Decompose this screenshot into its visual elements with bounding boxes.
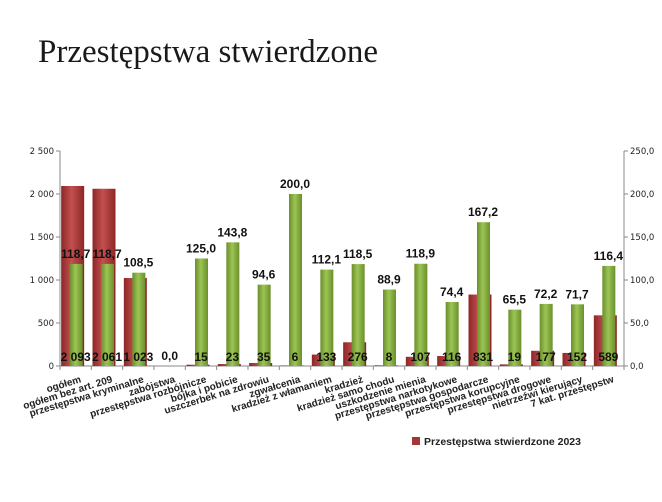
y-right-tick-label: 0,0 xyxy=(630,362,644,372)
page-title: Przestępstwa stwierdzone xyxy=(38,34,378,70)
bar-ratio xyxy=(351,264,365,366)
bar-ratio xyxy=(571,304,584,366)
bar-ratio xyxy=(101,263,114,366)
count-data-label: 2 061 xyxy=(92,350,122,364)
ratio-data-label: 72,2 xyxy=(534,287,558,301)
y-right-tick-label: 250,0 xyxy=(630,147,654,157)
count-data-label: 19 xyxy=(508,350,522,364)
ratio-data-label: 118,7 xyxy=(92,247,122,261)
y-right-tick-label: 150,0 xyxy=(630,233,654,243)
count-data-label: 1 023 xyxy=(123,350,153,364)
bar-ratio xyxy=(539,303,553,366)
ratio-data-label: 65,5 xyxy=(503,293,527,307)
bar-ratio xyxy=(445,302,459,366)
y-left-tick-label: 1 500 xyxy=(30,233,54,243)
bar-ratio xyxy=(257,284,271,366)
count-data-label: 15 xyxy=(194,350,208,364)
bar-ratio xyxy=(602,265,616,366)
count-data-label: 831 xyxy=(473,350,493,364)
bar-ratio xyxy=(69,263,83,366)
legend-swatch xyxy=(412,437,420,445)
y-left-tick-label: 500 xyxy=(38,319,54,329)
y-right-tick-label: 100,0 xyxy=(630,276,654,286)
count-data-label: 35 xyxy=(257,350,271,364)
ratio-data-label: 116,4 xyxy=(594,249,624,263)
count-data-label: 133 xyxy=(316,350,336,364)
count-data-label: 2 093 xyxy=(61,350,91,364)
y-left-tick-label: 1 000 xyxy=(30,276,54,286)
bar-ratio xyxy=(508,309,522,366)
count-data-label: 177 xyxy=(536,350,556,364)
ratio-data-label: 200,0 xyxy=(280,177,310,191)
count-data-label: 6 xyxy=(292,350,299,364)
bar-ratio xyxy=(477,222,490,366)
bar-ratio xyxy=(414,263,428,366)
y-right-tick-label: 50,0 xyxy=(630,319,649,329)
ratio-data-label: 112,1 xyxy=(312,253,342,267)
bar-ratio xyxy=(383,289,396,366)
y-left-tick-label: 2 000 xyxy=(30,190,54,200)
ratio-data-label: 167,2 xyxy=(468,205,498,219)
ratio-data-label: 143,8 xyxy=(217,225,247,239)
y-left-tick-label: 2 500 xyxy=(30,147,54,157)
bar-ratio xyxy=(195,258,208,366)
bar-ratio xyxy=(226,242,240,366)
legend-label: Przestępstwa stwierdzone 2023 xyxy=(424,436,581,448)
ratio-data-label: 94,6 xyxy=(252,268,276,282)
ratio-data-label: 118,5 xyxy=(343,247,373,261)
bar-ratio xyxy=(320,269,334,366)
bar-ratio xyxy=(289,194,302,366)
count-data-label: 276 xyxy=(348,350,368,364)
y-right-tick-label: 200,0 xyxy=(630,190,654,200)
ratio-data-label: 88,9 xyxy=(377,273,401,287)
ratio-data-label: 74,4 xyxy=(440,285,464,299)
count-data-label: 8 xyxy=(386,350,393,364)
y-left-tick-label: 0 xyxy=(49,362,54,372)
count-data-label: 589 xyxy=(598,350,618,364)
ratio-data-label: 0,0 xyxy=(161,349,178,363)
bar-ratio xyxy=(132,272,146,366)
ratio-data-label: 125,0 xyxy=(186,242,216,256)
ratio-data-label: 118,7 xyxy=(61,247,91,261)
count-data-label: 107 xyxy=(410,350,430,364)
ratio-data-label: 118,9 xyxy=(406,247,436,261)
ratio-data-label: 71,7 xyxy=(565,287,589,301)
count-data-label: 116 xyxy=(442,350,462,364)
count-data-label: 152 xyxy=(567,350,587,364)
count-data-label: 23 xyxy=(226,350,240,364)
ratio-data-label: 108,5 xyxy=(123,256,153,270)
